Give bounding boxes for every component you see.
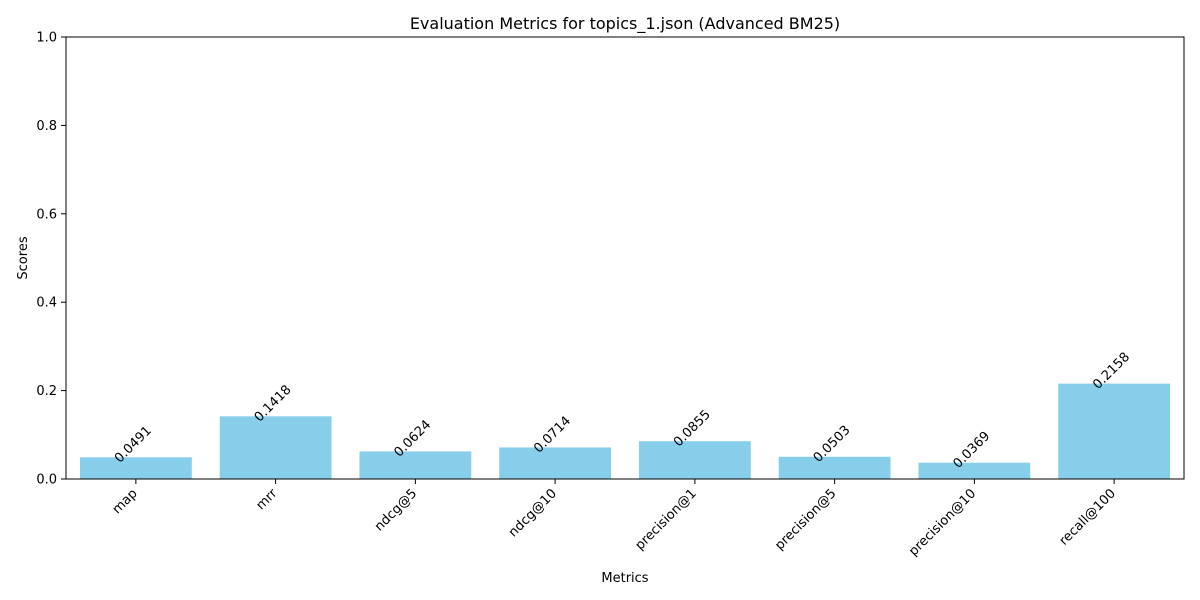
bar-precision@10	[918, 462, 1031, 479]
y-tick-label: 0.8	[36, 119, 57, 134]
bar-recall@100	[1058, 383, 1171, 479]
bar-ndcg@10	[499, 447, 612, 479]
bar-mrr	[219, 416, 332, 479]
y-tick-label: 0.0	[36, 473, 57, 488]
bar-ndcg@5	[359, 451, 472, 479]
y-tick-label: 0.2	[36, 384, 57, 399]
y-tick-label: 0.6	[36, 207, 57, 222]
bar-precision@5	[778, 456, 891, 479]
bar-map	[79, 457, 192, 479]
y-axis-title: Scores	[16, 236, 31, 279]
x-axis-title: Metrics	[601, 571, 648, 586]
axes-frame	[65, 36, 1185, 480]
y-tick-label: 0.4	[36, 296, 57, 311]
bar-precision@1	[638, 441, 751, 479]
chart-title: Evaluation Metrics for topics_1.json (Ad…	[410, 14, 840, 34]
y-tick-label: 1.0	[36, 31, 57, 46]
